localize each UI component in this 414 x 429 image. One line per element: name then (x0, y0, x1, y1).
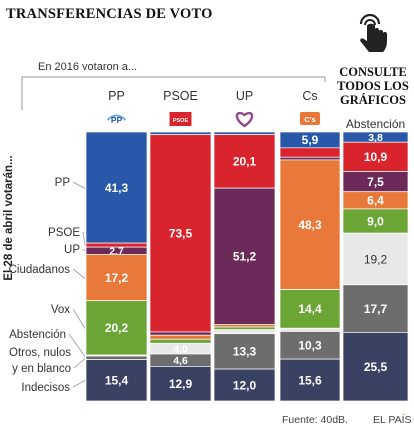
bar-segment-7-4 (342, 332, 409, 402)
value-label-4-4: 9,0 (367, 214, 384, 228)
row-tick-0 (72, 181, 86, 189)
bar-segment-2-1 (149, 331, 212, 336)
bar-segment-4-3 (279, 289, 341, 329)
row-tick-1 (82, 231, 86, 246)
value-label-1-4: 10,9 (364, 150, 388, 164)
cs-logo-icon: C's (300, 112, 320, 125)
bar-segment-7-0 (85, 359, 148, 402)
bar-segment-1-1 (149, 134, 212, 333)
value-label-6-3: 10,3 (298, 339, 322, 353)
source-note: Fuente: 40dB. (282, 414, 348, 426)
cs-logo-text: C's (304, 115, 315, 124)
bar-segment-1-4 (342, 141, 409, 172)
bar-segment-1-3 (279, 147, 341, 158)
bar-segment-1-2 (213, 134, 276, 189)
value-label-0-0: 41,3 (105, 181, 129, 195)
row-label-6-b: y en blanco (12, 363, 71, 375)
bar-segment-6-0 (85, 355, 148, 360)
psoe-logo-box (169, 112, 192, 126)
row-label-0: PP (55, 177, 71, 189)
row-tick-4 (72, 308, 86, 329)
chart-title: TRANSFERENCIAS DE VOTO (6, 6, 213, 22)
bar-segment-4-4 (342, 208, 409, 234)
bar-segment-7-2 (213, 368, 276, 402)
value-label-3-3: 48,3 (298, 218, 322, 232)
row-label-7: Indecisos (21, 382, 70, 394)
hand-pointer-icon (359, 13, 387, 52)
bar-segment-4-0 (85, 300, 148, 356)
value-label-1-2: 20,1 (233, 155, 257, 169)
value-label-3-0: 17,2 (105, 271, 129, 285)
row-tick-6 (73, 358, 86, 369)
pp-logo-arc (106, 114, 127, 121)
psoe-logo-icon: PSOE (169, 112, 192, 126)
value-label-6-2: 13,3 (233, 345, 257, 359)
column-header-0: PP (108, 89, 125, 103)
value-label-0-3: 5,9 (302, 133, 319, 147)
bar-segment-2-2 (213, 187, 276, 325)
value-label-0-4: 3,8 (368, 132, 383, 144)
value-label-5-1: 4,0 (173, 343, 188, 355)
bar-segment-3-1 (149, 334, 212, 340)
x-axis-header: En 2016 votaron a... (38, 61, 137, 73)
row-label-2: UP (64, 244, 80, 256)
bar-segment-2-3 (279, 156, 341, 161)
consult-graphics-link[interactable]: CONSULTE TODOS LOS GRÁFICOS (336, 13, 410, 107)
bar-segment-3-3 (279, 159, 341, 290)
row-tick-7 (72, 380, 86, 388)
value-label-7-3: 15,6 (298, 373, 322, 387)
bar-segment-0-0 (85, 131, 148, 244)
column-header-1: PSOE (163, 89, 198, 103)
value-label-4-0: 20,2 (105, 321, 129, 335)
bar-segment-3-2 (213, 324, 276, 328)
brand-name: EL PAÍS (373, 414, 412, 426)
value-label-7-0: 15,4 (105, 374, 129, 388)
value-label-3-4: 6,4 (367, 194, 384, 208)
column-header-2: UP (236, 89, 253, 103)
bar-segment-0-1 (149, 131, 212, 136)
y-axis-header: El 28 de abril votarán... (3, 155, 15, 280)
row-tick-3 (72, 268, 86, 279)
cta-label: CONSULTE TODOS LOS GRÁFICOS (337, 65, 409, 107)
value-label-7-1: 12,9 (169, 377, 193, 391)
row-tick-5 (68, 333, 86, 357)
column-header-3: Cs (302, 89, 317, 103)
axis-bracket (21, 76, 326, 110)
row-label-3: Ciudadanos (9, 264, 71, 276)
row-tick-2 (82, 248, 86, 252)
bar-segment-6-4 (342, 284, 409, 333)
value-label-2-2: 51,2 (233, 250, 257, 264)
bar-segment-5-2 (213, 329, 276, 335)
value-label-6-4: 17,7 (364, 302, 388, 316)
row-label-4: Vox (51, 304, 70, 316)
cs-logo-box (300, 112, 320, 125)
row-label-1: PSOE (48, 227, 80, 239)
up-logo-icon (235, 111, 254, 128)
row-label-6: Otros, nulos (9, 347, 71, 359)
pp-logo-icon: PP (106, 114, 127, 125)
bar-segment-7-3 (279, 358, 341, 402)
value-label-2-4: 7,5 (367, 175, 384, 189)
value-label-6-1: 4,6 (173, 355, 188, 367)
value-label-4-3: 14,4 (298, 302, 322, 316)
bar-segment-5-4 (342, 232, 409, 286)
row-label-5: Abstención (9, 329, 66, 341)
column-header-4: Abstención (346, 117, 405, 131)
bar-segment-6-2 (213, 333, 276, 370)
bar-segment-5-3 (279, 327, 341, 332)
value-label-1-1: 73,5 (169, 227, 193, 241)
value-label-7-2: 12,0 (233, 378, 257, 392)
bar-segment-0-2 (213, 131, 276, 136)
bar-segment-4-2 (213, 326, 276, 331)
pp-logo-text: PP (111, 115, 123, 125)
value-label-7-4: 25,5 (364, 360, 388, 374)
psoe-logo-text: PSOE (173, 118, 189, 124)
value-label-5-4: 19,2 (364, 252, 388, 266)
bar-segment-7-1 (149, 366, 212, 402)
